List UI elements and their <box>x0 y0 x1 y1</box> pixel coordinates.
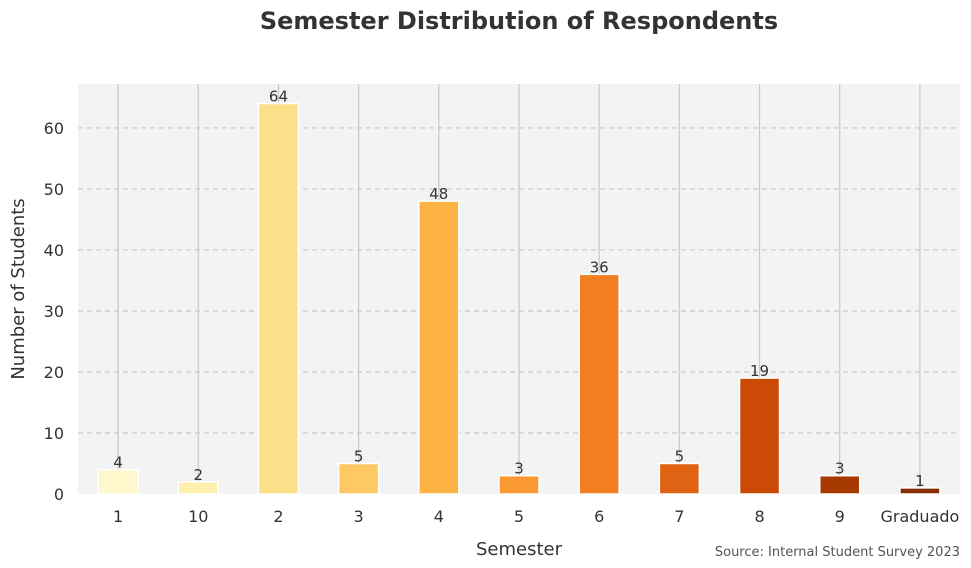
y-tick-label: 0 <box>54 485 64 504</box>
x-tick-label: 10 <box>188 507 208 526</box>
bar <box>337 462 380 495</box>
bar <box>578 273 620 495</box>
bar <box>658 462 701 495</box>
data-label: 5 <box>354 447 364 465</box>
y-tick-label: 40 <box>44 241 64 260</box>
data-label: 5 <box>675 447 685 465</box>
y-tick-labels: 0 10 20 30 40 50 60 <box>44 119 64 504</box>
y-tick-label: 60 <box>44 119 64 138</box>
y-tick-label: 10 <box>44 424 64 443</box>
data-label: 3 <box>835 460 845 478</box>
data-label: 36 <box>590 258 609 276</box>
y-tick-label: 20 <box>44 363 64 382</box>
x-axis-label: Semester <box>476 539 563 560</box>
source-note: Source: Internal Student Survey 2023 <box>715 545 960 560</box>
x-tick-label: 6 <box>594 507 604 526</box>
data-label: 3 <box>514 460 524 478</box>
x-tick-label: 5 <box>514 507 524 526</box>
bar <box>498 474 540 495</box>
bar <box>818 474 861 495</box>
x-tick-label: 1 <box>113 507 123 526</box>
bar <box>97 468 139 495</box>
x-tick-label: 9 <box>835 507 845 526</box>
bar <box>899 487 941 495</box>
data-labels: 4 2 64 5 48 3 36 5 19 3 1 <box>113 88 924 490</box>
x-tick-labels: 1 10 2 3 4 5 6 7 8 9 Graduado <box>113 507 959 526</box>
y-tick-label: 30 <box>44 302 64 321</box>
data-label: 64 <box>269 88 288 106</box>
x-tick-label: Graduado <box>880 507 959 526</box>
x-tick-label: 8 <box>754 507 764 526</box>
bar <box>418 200 460 495</box>
data-label: 48 <box>429 185 448 203</box>
data-label: 4 <box>113 454 123 472</box>
data-label: 2 <box>193 466 203 484</box>
x-tick-label: 4 <box>434 507 444 526</box>
x-tick-label: 2 <box>273 507 283 526</box>
bar <box>177 481 220 495</box>
bars <box>97 102 941 495</box>
chart-title: Semester Distribution of Respondents <box>260 7 778 35</box>
y-axis-label: Number of Students <box>8 198 29 379</box>
horizontal-gridlines <box>78 127 960 434</box>
bar <box>738 377 781 495</box>
x-tick-label: 3 <box>354 507 364 526</box>
bar <box>257 102 300 495</box>
data-label: 1 <box>915 472 925 490</box>
x-tick-label: 7 <box>674 507 684 526</box>
y-tick-label: 50 <box>44 180 64 199</box>
data-label: 19 <box>750 362 769 380</box>
